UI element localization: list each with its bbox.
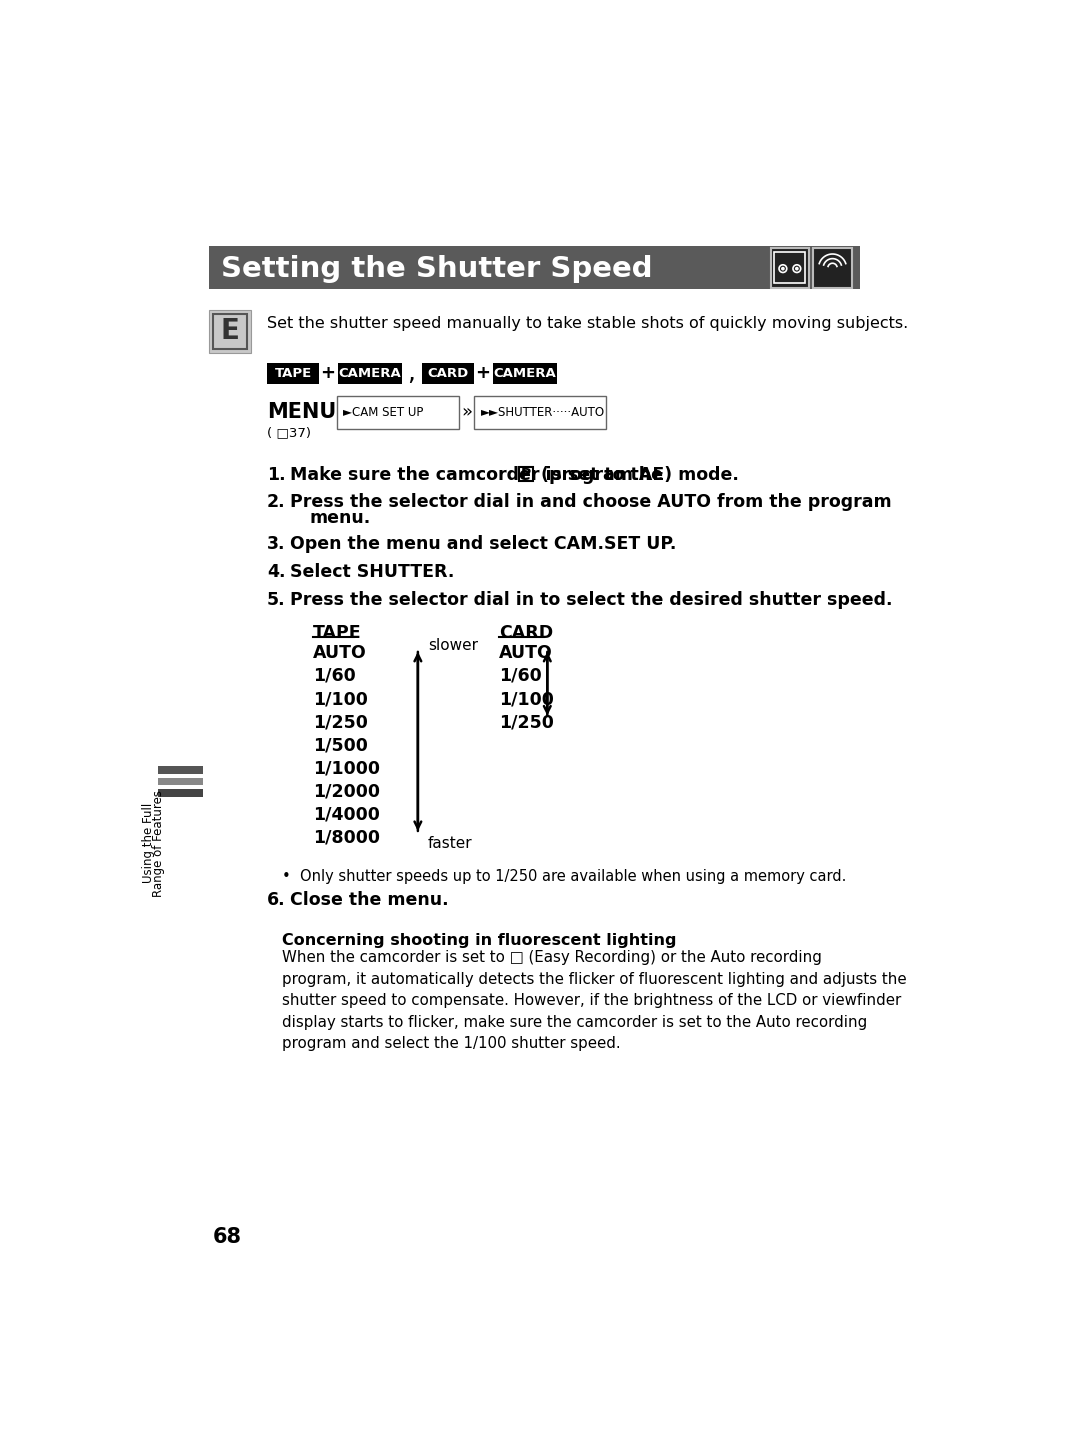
Text: 1/100: 1/100 — [313, 690, 368, 709]
Text: CARD: CARD — [499, 625, 553, 642]
Bar — [422, 362, 474, 384]
Text: CARD: CARD — [428, 367, 469, 380]
Text: MENU: MENU — [267, 401, 336, 421]
Text: 3.: 3. — [267, 535, 285, 553]
Text: When the camcorder is set to □ (Easy Recording) or the Auto recording
program, i: When the camcorder is set to □ (Easy Rec… — [282, 949, 907, 1052]
Text: 1/500: 1/500 — [313, 736, 368, 755]
Bar — [208, 247, 860, 290]
Text: ,: , — [407, 361, 415, 385]
Text: Make sure the camcorder is set to the: Make sure the camcorder is set to the — [291, 466, 669, 483]
Text: Select SHUTTER.: Select SHUTTER. — [291, 563, 455, 580]
Text: Press the selector dial in and choose AUTO from the program: Press the selector dial in and choose AU… — [291, 494, 892, 511]
Text: +: + — [475, 365, 489, 382]
Text: 1/2000: 1/2000 — [313, 782, 380, 801]
Text: 68: 68 — [213, 1228, 242, 1247]
Text: CAMERA: CAMERA — [338, 367, 401, 380]
Text: Close the menu.: Close the menu. — [291, 890, 448, 909]
Text: 1/250: 1/250 — [313, 713, 368, 732]
Text: 1/1000: 1/1000 — [313, 759, 380, 778]
Text: 1/250: 1/250 — [499, 713, 554, 732]
Bar — [474, 397, 606, 429]
Text: P: P — [521, 468, 530, 481]
Text: faster: faster — [428, 837, 473, 851]
Text: slower: slower — [428, 638, 478, 652]
Bar — [159, 766, 203, 773]
Text: Range of Features: Range of Features — [152, 789, 165, 896]
Bar — [813, 248, 852, 289]
Bar — [494, 362, 556, 384]
Text: 1/8000: 1/8000 — [313, 828, 380, 847]
Text: »: » — [461, 404, 472, 421]
Text: Set the shutter speed manually to take stable shots of quickly moving subjects.: Set the shutter speed manually to take s… — [267, 316, 908, 330]
Bar — [208, 310, 252, 352]
Text: Press the selector dial in to select the desired shutter speed.: Press the selector dial in to select the… — [291, 590, 892, 609]
Bar — [213, 315, 247, 349]
Text: 1/100: 1/100 — [499, 690, 554, 709]
Bar — [267, 362, 320, 384]
Bar — [159, 789, 203, 797]
Text: Open the menu and select CAM.SET UP.: Open the menu and select CAM.SET UP. — [291, 535, 676, 553]
Text: 2.: 2. — [267, 494, 285, 511]
Text: 4.: 4. — [267, 563, 285, 580]
Text: menu.: menu. — [309, 509, 370, 527]
Text: TAPE: TAPE — [274, 367, 312, 380]
Text: AUTO: AUTO — [313, 644, 367, 662]
Bar — [774, 253, 806, 283]
Text: 5.: 5. — [267, 590, 285, 609]
Text: 6.: 6. — [267, 890, 285, 909]
Text: ►►SHUTTER·····AUTO: ►►SHUTTER·····AUTO — [481, 405, 605, 418]
Text: TAPE: TAPE — [313, 625, 362, 642]
Bar — [338, 362, 402, 384]
Text: •  Only shutter speeds up to 1/250 are available when using a memory card.: • Only shutter speeds up to 1/250 are av… — [282, 869, 847, 885]
Text: 1/60: 1/60 — [499, 667, 542, 685]
Text: ( □37): ( □37) — [267, 426, 311, 439]
Circle shape — [796, 267, 798, 270]
Text: CAMERA: CAMERA — [494, 367, 556, 380]
Circle shape — [782, 267, 784, 270]
Text: Concerning shooting in fluorescent lighting: Concerning shooting in fluorescent light… — [282, 934, 677, 948]
Bar — [337, 397, 459, 429]
Bar — [159, 778, 203, 785]
Text: 1/60: 1/60 — [313, 667, 356, 685]
Text: E: E — [220, 317, 240, 345]
Text: (program AE) mode.: (program AE) mode. — [535, 466, 739, 483]
Text: ►CAM SET UP: ►CAM SET UP — [342, 405, 423, 418]
Text: 1/4000: 1/4000 — [313, 805, 380, 824]
Text: AUTO: AUTO — [499, 644, 553, 662]
Text: +: + — [320, 365, 335, 382]
Text: 1.: 1. — [267, 466, 285, 483]
Text: Using the Full: Using the Full — [143, 802, 156, 883]
Bar — [770, 248, 809, 289]
Text: Setting the Shutter Speed: Setting the Shutter Speed — [221, 254, 652, 283]
Bar — [518, 468, 532, 481]
